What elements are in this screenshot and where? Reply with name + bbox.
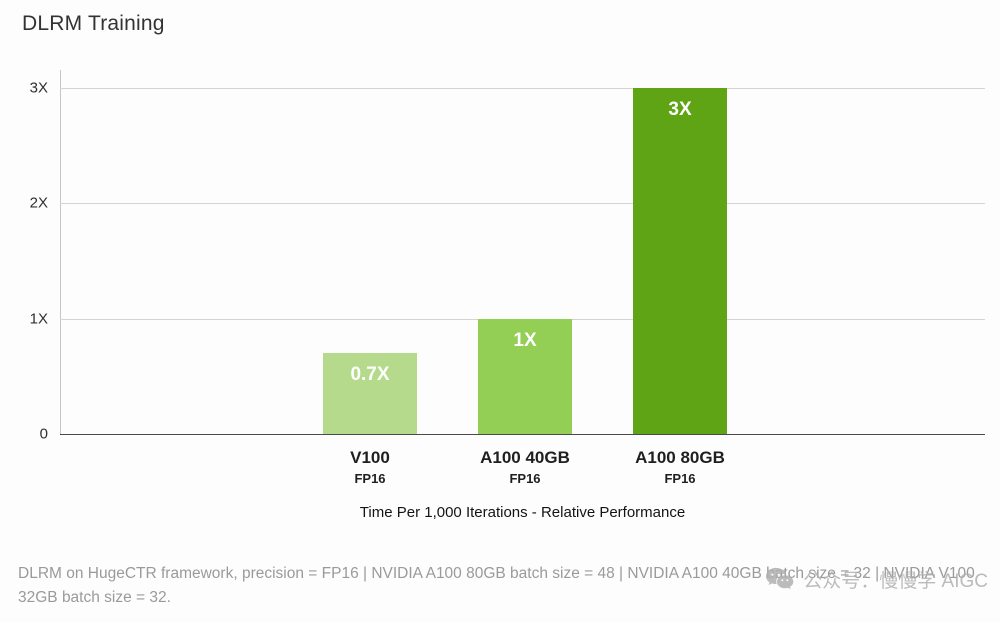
category-name-v100: V100 — [350, 448, 390, 467]
gridline-0 — [60, 434, 985, 435]
category-name-a100-80gb: A100 80GB — [635, 448, 725, 467]
gridline-2x — [60, 203, 985, 205]
category-label-a100-80gb: A100 80GB FP16 — [595, 448, 765, 486]
x-axis-caption: Time Per 1,000 Iterations - Relative Per… — [359, 504, 686, 521]
category-name-a100-40gb: A100 40GB — [480, 448, 570, 467]
bar-a100-80gb: 3X — [633, 88, 727, 434]
ytick-1x: 1X — [29, 310, 48, 328]
bar-value-label-a100-80gb: 3X — [668, 99, 692, 120]
bar-value-label-v100: 0.7X — [350, 364, 390, 386]
footnote: DLRM on HugeCTR framework, precision = F… — [18, 565, 975, 607]
category-sublabel-a100-80gb: FP16 — [664, 471, 696, 486]
bar-a100-40gb: 1X — [478, 318, 572, 434]
bar-value-label-a100-40gb: 1X — [513, 329, 537, 351]
ytick-0: 0 — [39, 425, 48, 443]
ytick-3x: 3X — [29, 79, 48, 97]
category-sublabel-a100-40gb: FP16 — [509, 471, 541, 486]
gridline-3x — [60, 88, 985, 89]
bar-v100: 0.7X — [323, 353, 417, 434]
category-sublabel-v100: FP16 — [354, 471, 386, 486]
plot-area: 0 1X 2X 3X 0.7X V100 FP16 1X A100 40GB FP16 3X A100… — [30, 70, 985, 486]
y-axis-line — [60, 70, 61, 434]
category-label-v100: V100 FP16 — [285, 448, 455, 486]
ytick-2x: 2X — [29, 194, 48, 212]
chart-title: DLRM Training — [22, 12, 165, 35]
category-label-a100-40gb: A100 40GB FP16 — [440, 448, 610, 486]
